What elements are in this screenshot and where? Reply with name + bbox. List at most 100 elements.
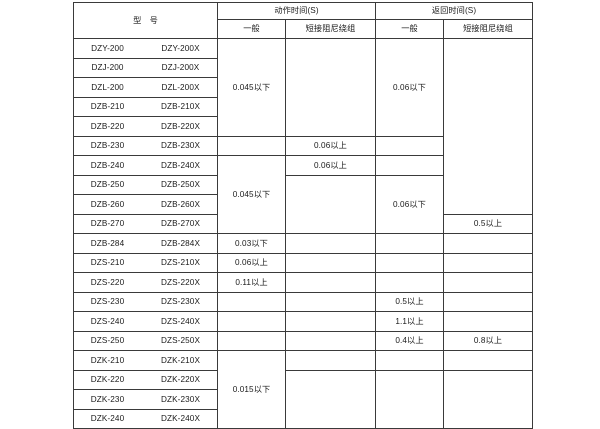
table-row: DZY-200 DZY-200X 0.045以下 0.06以下 — [73, 38, 533, 215]
model-code: DZS-240 — [90, 316, 125, 326]
act-general-merged-2: 0.045以下 — [217, 155, 286, 234]
model-cell: DZB-240 DZB-240X — [73, 155, 218, 176]
model-code: DZK-220 — [90, 375, 125, 385]
act-damping-blank — [285, 330, 376, 351]
act-damping-blank — [285, 252, 376, 273]
model-code: DZK-230 — [90, 394, 125, 404]
model-code: DZJ-200 — [91, 63, 124, 73]
model-cell: DZS-230 DZS-230X — [73, 291, 218, 312]
act-general-blank — [217, 311, 286, 332]
header-action-general: 一般 — [217, 19, 286, 39]
header-row-sub: 一般 短接阻尼绕组 一般 短接阻尼绕组 — [74, 19, 533, 39]
table-row: DZL-200 DZL-200X — [73, 77, 533, 98]
ret-damping-blank — [443, 38, 533, 215]
ret-general-value: 0.5以上 — [375, 291, 444, 312]
header-model: 型 号 — [73, 2, 218, 39]
model-cell: DZK-220 DZK-220X — [73, 369, 218, 390]
act-general-value: 0.03以下 — [217, 233, 286, 254]
act-general-value: 0.06以上 — [217, 252, 286, 273]
ret-general-blank — [375, 272, 444, 293]
act-damping-blank — [285, 38, 376, 137]
model-code: DZS-230 — [90, 297, 125, 307]
act-damping-blank — [285, 311, 376, 332]
table-row: DZJ-200 DZJ-200X — [73, 57, 533, 78]
model-code-x: DZS-220X — [160, 277, 201, 287]
model-code-x: DZL-200X — [161, 82, 200, 92]
ret-damping-blank — [443, 311, 533, 332]
model-cell: DZS-250 DZS-250X — [73, 330, 218, 351]
ret-damping-blank — [443, 369, 533, 429]
header-action-time: 动作时间(S) — [217, 2, 376, 20]
model-cell: DZB-250 DZB-250X — [73, 174, 218, 195]
model-code-x: DZS-240X — [160, 316, 201, 326]
model-code: DZB-284 — [90, 238, 125, 248]
model-code: DZK-240 — [90, 414, 125, 424]
act-damping-blank — [285, 291, 376, 312]
ret-general-blank — [375, 350, 444, 371]
ret-general-merged-2: 0.06以下 — [375, 174, 444, 234]
model-code-x: DZS-230X — [160, 297, 201, 307]
model-code-x: DZJ-200X — [161, 63, 200, 73]
model-code: DZK-210 — [90, 355, 125, 365]
model-code-x: DZK-210X — [160, 355, 201, 365]
ret-general-blank — [375, 155, 444, 176]
ret-damping-blank — [443, 350, 533, 371]
act-general-value: 0.11以上 — [217, 272, 286, 293]
header-return-time: 返回时间(S) — [375, 2, 533, 20]
model-cell: DZB-270 DZB-270X — [73, 213, 218, 234]
model-cell: DZK-240 DZK-240X — [73, 408, 218, 429]
ret-general-blank — [375, 369, 444, 429]
model-cell: DZL-200 DZL-200X — [73, 77, 218, 98]
model-cell: DZS-210 DZS-210X — [73, 252, 218, 273]
model-code-x: DZK-220X — [160, 375, 201, 385]
ret-general-merged-1: 0.06以下 — [375, 38, 444, 137]
model-code: DZS-250 — [90, 336, 125, 346]
ret-damping-blank — [443, 291, 533, 312]
table-row: DZB-240 DZB-240X 0.045以下 0.06以上 — [73, 155, 533, 234]
header-return-damping: 短接阻尼绕组 — [443, 19, 533, 39]
act-general-merged-1: 0.045以下 — [217, 38, 286, 137]
header-row-top: 型 号 动作时间(S) 返回时间(S) — [73, 2, 533, 39]
header-return-general: 一般 — [375, 19, 444, 39]
model-code: DZY-200 — [91, 43, 124, 53]
model-code-x: DZY-200X — [161, 43, 200, 53]
model-cell: DZJ-200 DZJ-200X — [73, 57, 218, 78]
model-cell: DZB-284 DZB-284X — [73, 233, 218, 254]
model-code-x: DZB-220X — [160, 121, 201, 131]
model-code: DZS-210 — [90, 258, 125, 268]
table-row: DZS-210 DZS-210X 0.06以上 — [73, 252, 533, 273]
table-row: DZS-220 DZS-220X 0.11以上 — [73, 272, 533, 293]
act-damping-blank — [285, 272, 376, 293]
ret-general-blank — [375, 233, 444, 254]
model-cell: DZB-260 DZB-260X — [73, 194, 218, 215]
ret-general-value: 1.1以上 — [375, 311, 444, 332]
ret-damping-value: 0.5以上 — [443, 213, 533, 234]
act-damping-blank — [285, 233, 376, 254]
model-code: DZB-260 — [90, 199, 125, 209]
table-row: DZB-250 DZB-250X 0.06以下 — [73, 174, 533, 234]
ret-damping-blank — [443, 233, 533, 254]
act-general-blank — [217, 135, 286, 156]
table-row: DZB-284 DZB-284X 0.03以下 — [73, 233, 533, 254]
model-code-x: DZS-210X — [160, 258, 201, 268]
model-code-x: DZB-260X — [160, 199, 201, 209]
table-row: DZK-220 DZK-220X — [73, 369, 533, 429]
table-row: DZB-270 DZB-270X 0.5以上 — [73, 213, 533, 234]
spec-table-container: 型 号 动作时间(S) 返回时间(S) 一般 短接阻尼绕组 一般 短接阻尼绕组 … — [73, 2, 533, 429]
ret-damping-blank — [443, 252, 533, 273]
model-cell: DZB-210 DZB-210X — [73, 96, 218, 117]
model-code: DZS-220 — [90, 277, 125, 287]
ret-general-value: 0.4以上 — [375, 330, 444, 351]
ret-damping-value: 0.8以上 — [443, 330, 533, 351]
act-general-blank — [217, 291, 286, 312]
model-code-x: DZB-284X — [160, 238, 201, 248]
model-code-x: DZB-270X — [160, 219, 201, 229]
model-cell: DZB-220 DZB-220X — [73, 116, 218, 137]
ret-general-blank — [375, 252, 444, 273]
model-cell: DZK-210 DZK-210X — [73, 350, 218, 371]
model-code-x: DZB-230X — [160, 141, 201, 151]
model-cell: DZK-230 DZK-230X — [73, 389, 218, 410]
ret-damping-blank — [443, 272, 533, 293]
table-row: DZS-250 DZS-250X 0.4以上 0.8以上 — [73, 330, 533, 351]
act-damping-value: 0.06以上 — [285, 155, 376, 176]
